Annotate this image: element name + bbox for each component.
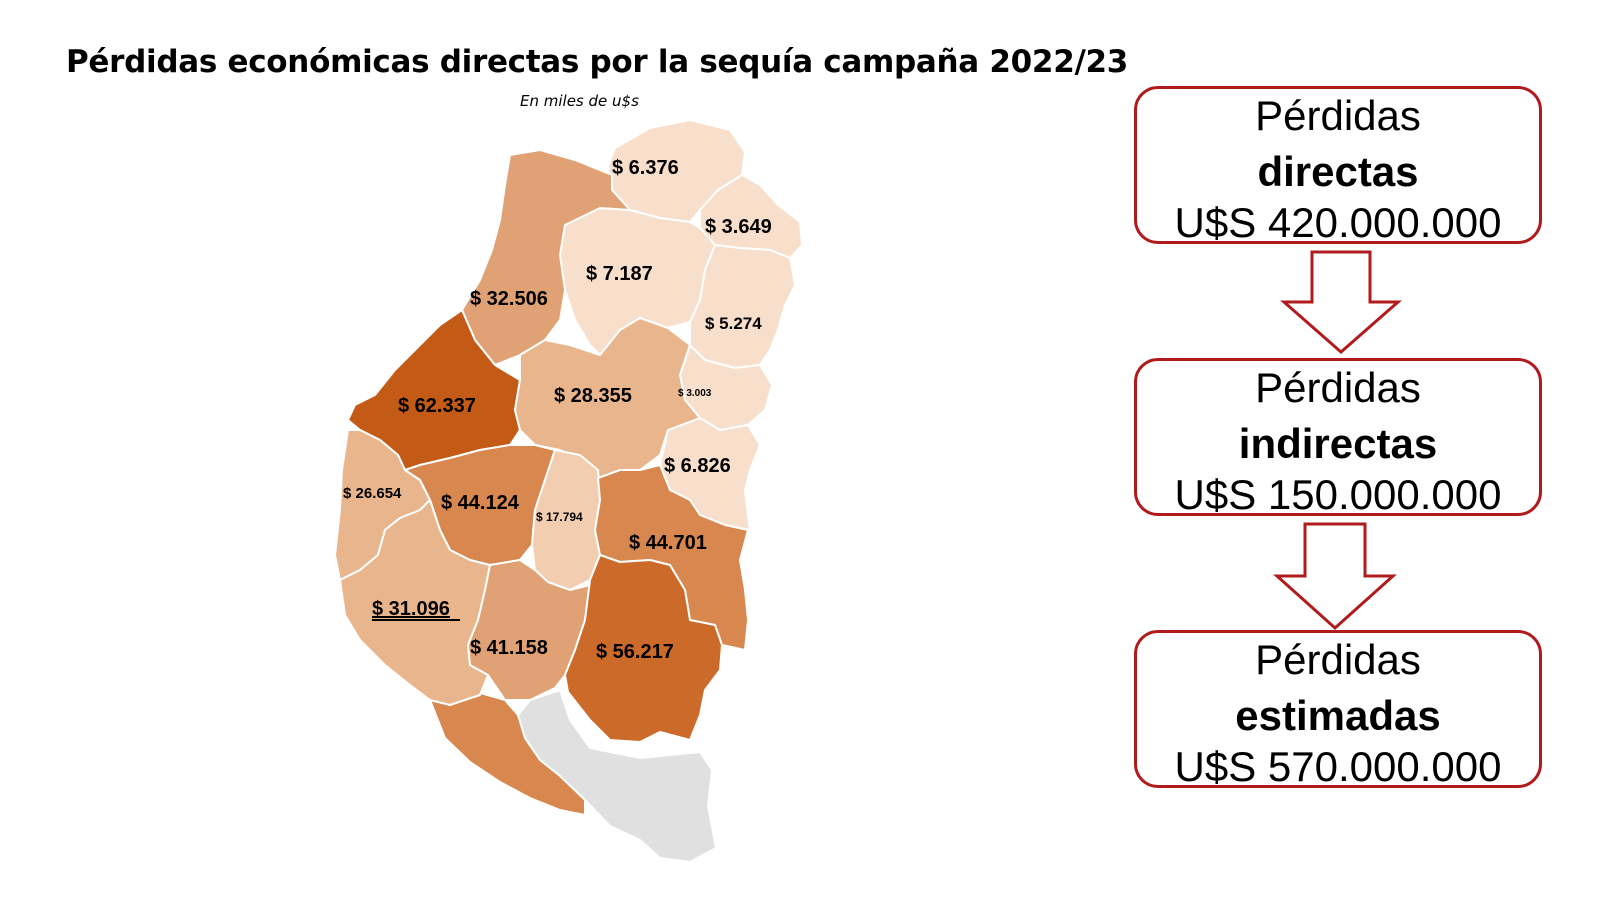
box-indirect-amount: U$S 150.000.000 (1174, 471, 1502, 518)
label-28355: $ 28.355 (554, 385, 632, 407)
box-indirect-line2: indirectas (1238, 420, 1438, 467)
box-indirect-line1: Pérdidas (1255, 364, 1421, 411)
box-estimated-amount: U$S 570.000.000 (1174, 743, 1502, 790)
label-56217: $ 56.217 (596, 641, 674, 663)
label-31096: $ 31.096 (372, 598, 450, 620)
label-3003: $ 3.003 (678, 388, 712, 399)
label-6376: $ 6.376 (612, 157, 679, 179)
label-26654: $ 26.654 (343, 485, 402, 502)
box-estimated-losses: Pérdidas estimadas U$S 570.000.000 (1134, 630, 1542, 790)
down-arrow-icon (1280, 250, 1402, 354)
box-estimated-line2: estimadas (1235, 692, 1441, 739)
dept-28355 (514, 317, 701, 479)
box-indirect-losses: Pérdidas indirectas U$S 150.000.000 (1134, 358, 1542, 518)
box-direct-line2: directas (1257, 148, 1419, 195)
box-estimated-line1: Pérdidas (1255, 636, 1421, 683)
label-5274: $ 5.274 (705, 314, 762, 333)
label-3649: $ 3.649 (705, 216, 772, 238)
label-32506: $ 32.506 (470, 288, 548, 310)
box-direct-losses: Pérdidas directas U$S 420.000.000 (1134, 86, 1542, 246)
dept-south-strip (429, 689, 586, 816)
label-44701: $ 44.701 (629, 532, 707, 554)
dept-41158 (467, 559, 591, 701)
dept-32506 (461, 149, 631, 366)
page-title: Pérdidas económicas directas por la sequ… (66, 44, 1129, 80)
label-44124: $ 44.124 (441, 492, 520, 514)
down-arrow-icon (1273, 522, 1397, 631)
dept-56217 (564, 554, 723, 743)
label-17794: $ 17.794 (536, 510, 583, 524)
label-6826: $ 6.826 (664, 455, 731, 477)
box-direct-line1: Pérdidas (1255, 92, 1421, 139)
dept-17794 (531, 449, 601, 591)
box-direct-amount: U$S 420.000.000 (1174, 199, 1502, 246)
page-subtitle: En miles de u$s (520, 92, 639, 110)
dept-5274 (689, 244, 796, 369)
label-41158: $ 41.158 (470, 637, 548, 659)
choropleth-map: $ 6.376 $ 3.649 $ 7.187 $ 32.506 $ 5.274… (334, 119, 803, 863)
label-62337: $ 62.337 (398, 395, 476, 417)
label-7187: $ 7.187 (586, 263, 653, 285)
